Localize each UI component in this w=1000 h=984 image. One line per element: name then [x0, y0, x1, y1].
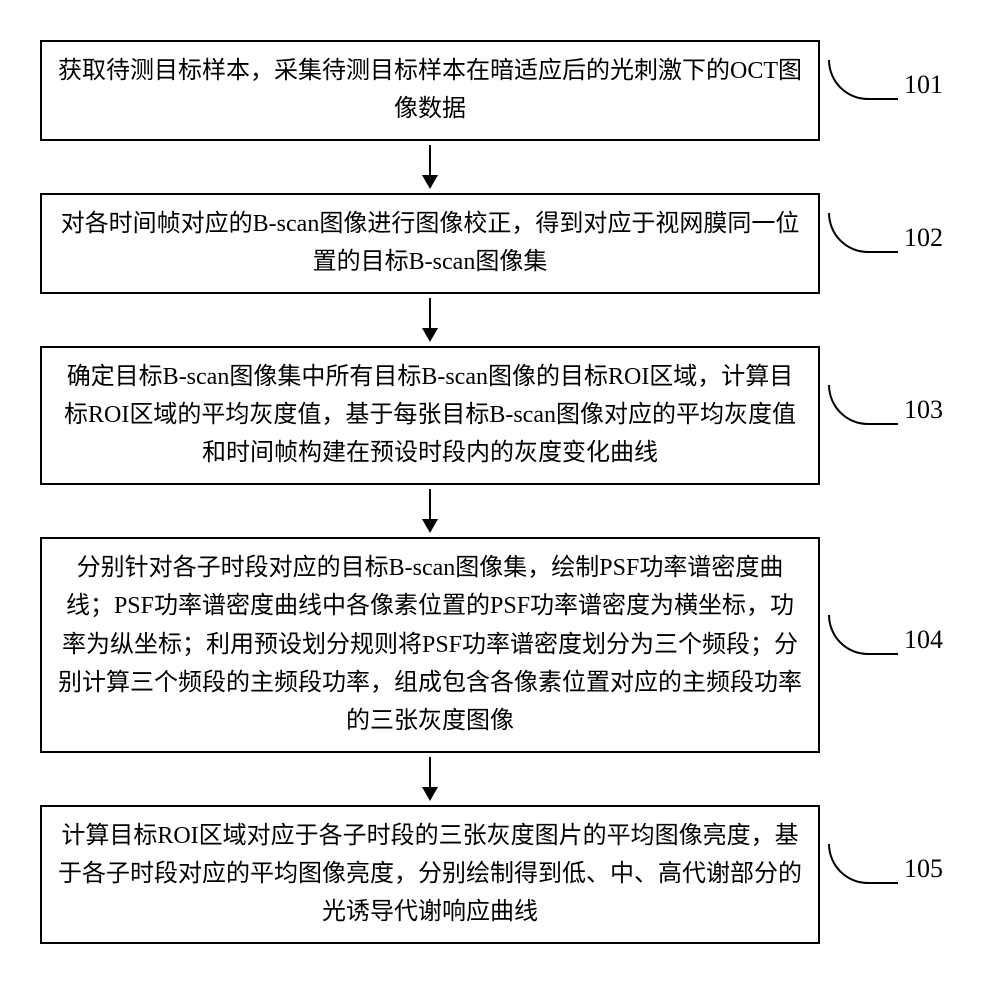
curve-icon [828, 385, 898, 425]
step-box-102: 对各时间帧对应的B-scan图像进行图像校正，得到对应于视网膜同一位置的目标B-… [40, 193, 820, 294]
flowchart-container: 获取待测目标样本，采集待测目标样本在暗适应后的光刺激下的OCT图像数据 101 … [40, 40, 960, 944]
curve-icon [828, 60, 898, 100]
step-label-connector-105: 105 [828, 864, 943, 884]
step-box-103: 确定目标B-scan图像集中所有目标B-scan图像的目标ROI区域，计算目标R… [40, 346, 820, 485]
step-label-connector-102: 102 [828, 233, 943, 253]
step-row-102: 对各时间帧对应的B-scan图像进行图像校正，得到对应于视网膜同一位置的目标B-… [40, 193, 960, 294]
arrow-down-icon [40, 294, 820, 346]
step-row-104: 分别针对各子时段对应的目标B-scan图像集，绘制PSF功率谱密度曲线；PSF功… [40, 537, 960, 753]
arrow-down-icon [40, 141, 820, 193]
step-box-104: 分别针对各子时段对应的目标B-scan图像集，绘制PSF功率谱密度曲线；PSF功… [40, 537, 820, 753]
step-row-105: 计算目标ROI区域对应于各子时段的三张灰度图片的平均图像亮度，基于各子时段对应的… [40, 805, 960, 944]
arrow-down-icon [40, 753, 820, 805]
curve-icon [828, 844, 898, 884]
step-label-connector-101: 101 [828, 80, 943, 100]
step-box-101: 获取待测目标样本，采集待测目标样本在暗适应后的光刺激下的OCT图像数据 [40, 40, 820, 141]
step-row-103: 确定目标B-scan图像集中所有目标B-scan图像的目标ROI区域，计算目标R… [40, 346, 960, 485]
step-row-101: 获取待测目标样本，采集待测目标样本在暗适应后的光刺激下的OCT图像数据 101 [40, 40, 960, 141]
step-label-101: 101 [904, 70, 943, 100]
curve-icon [828, 615, 898, 655]
arrow-down-icon [40, 485, 820, 537]
step-label-105: 105 [904, 854, 943, 884]
step-box-105: 计算目标ROI区域对应于各子时段的三张灰度图片的平均图像亮度，基于各子时段对应的… [40, 805, 820, 944]
step-label-103: 103 [904, 395, 943, 425]
curve-icon [828, 213, 898, 253]
step-label-104: 104 [904, 625, 943, 655]
step-label-102: 102 [904, 223, 943, 253]
step-label-connector-104: 104 [828, 635, 943, 655]
step-label-connector-103: 103 [828, 405, 943, 425]
